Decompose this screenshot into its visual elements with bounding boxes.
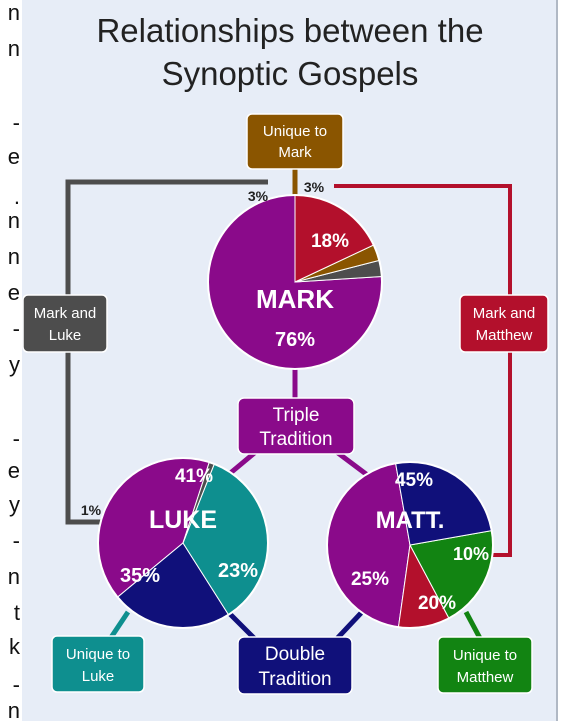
pie-slice-label: 10% xyxy=(453,544,489,564)
left-edge-letter: e xyxy=(7,458,20,483)
pie-outline xyxy=(97,457,269,629)
box-double-tradition-line-2: Tradition xyxy=(258,669,331,690)
mark-matthew-connector xyxy=(334,184,512,557)
left-edge-letter: n xyxy=(7,244,20,269)
left-edge-letter: y xyxy=(9,352,20,377)
pie-slice-label: 1% xyxy=(81,502,102,518)
left-edge-letter: n xyxy=(7,0,20,25)
left-edge-letter: - xyxy=(12,672,20,697)
box-unique-to-mark-line-1: Unique to xyxy=(263,123,327,140)
title-line-1: Relationships between the xyxy=(96,12,483,49)
pie-slice-label: 20% xyxy=(418,593,456,614)
box-unique-to-mark: Unique to Mark xyxy=(246,113,344,170)
left-edge-letter: . xyxy=(13,184,20,209)
pie-name-label: MARK xyxy=(256,284,334,314)
pie-name-label: MATT. xyxy=(376,507,445,534)
box-triple-tradition-line-1: Triple xyxy=(273,405,320,426)
pie-outline xyxy=(326,461,494,629)
left-edge-letter: e xyxy=(7,280,20,305)
box-mark-and-matthew-line-2: Matthew xyxy=(476,327,533,344)
pie-name-label: LUKE xyxy=(149,506,217,534)
pie-slice-label: 18% xyxy=(311,231,349,252)
pie-slice-label: 3% xyxy=(304,179,325,195)
pie-outline xyxy=(207,194,383,370)
left-edge-letter: n xyxy=(7,36,20,61)
box-unique-to-luke: Unique to Luke xyxy=(51,635,145,693)
pie-charts: MARK 76% 3% 3% 18% LUKE 41% 23% 35% 1% MATT. 45% 10%… xyxy=(81,179,494,629)
box-unique-to-matthew: Unique to Matthew xyxy=(437,636,533,694)
left-edge-letter: - xyxy=(12,110,20,135)
pie-slice-label: 76% xyxy=(275,329,315,351)
pie-slice-label: 45% xyxy=(395,470,433,491)
left-edge-letter: n xyxy=(7,564,20,589)
left-edge-letter: y xyxy=(9,492,20,517)
title-line-2: Synoptic Gospels xyxy=(162,55,419,92)
box-triple-tradition: Triple Tradition xyxy=(237,397,355,455)
box-mark-and-luke: Mark and Luke xyxy=(22,294,108,353)
pie-slice-label: 3% xyxy=(248,188,269,204)
left-edge-letter: - xyxy=(12,528,20,553)
box-unique-to-matthew-line-2: Matthew xyxy=(457,669,514,686)
pie-slice-label: 25% xyxy=(351,569,389,590)
box-mark-and-matthew: Mark and Matthew xyxy=(459,294,549,353)
left-edge-letter: n xyxy=(7,208,20,233)
left-edge-letter: t xyxy=(13,600,20,625)
box-mark-and-matthew-line-1: Mark and xyxy=(473,305,536,322)
left-edge-letter: k xyxy=(9,634,20,659)
box-unique-to-mark-line-2: Mark xyxy=(278,144,312,161)
box-mark-and-luke-line-1: Mark and xyxy=(34,305,97,322)
pie-slice-label: 41% xyxy=(175,466,213,487)
pie-slice-label: 23% xyxy=(218,560,258,582)
box-triple-tradition-line-2: Tradition xyxy=(259,429,332,450)
box-unique-to-luke-line-1: Unique to xyxy=(66,646,130,663)
box-mark-and-luke-line-2: Luke xyxy=(49,327,82,344)
box-double-tradition-line-1: Double xyxy=(265,644,325,665)
box-unique-to-luke-line-2: Luke xyxy=(82,668,115,685)
left-edge-letter: - xyxy=(12,316,20,341)
box-double-tradition: Double Tradition xyxy=(237,636,353,695)
box-unique-to-matthew-line-1: Unique to xyxy=(453,647,517,664)
pie-slice-label: 35% xyxy=(120,565,160,587)
left-edge-letter: e xyxy=(7,144,20,169)
left-edge-letter: - xyxy=(12,426,20,451)
left-edge-letter: n xyxy=(7,698,20,723)
